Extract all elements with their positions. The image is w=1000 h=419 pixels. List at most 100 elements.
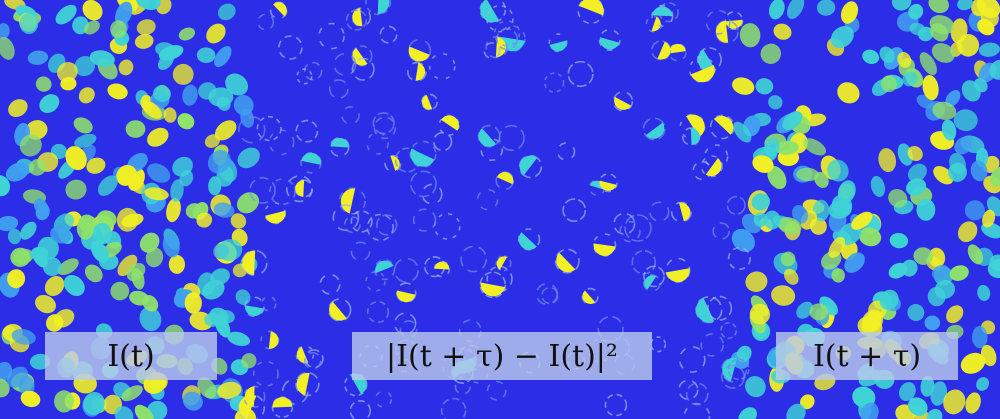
cell [760,43,782,64]
cell [214,46,232,68]
cell-difference-half [556,252,576,273]
cell-outline [243,385,266,408]
cell [237,147,260,169]
cell-difference-half [518,232,537,250]
cell [0,175,11,197]
cell-outline [421,183,443,205]
cell [827,159,849,182]
cell-outline [670,201,692,223]
cell-difference-half [272,397,293,408]
cell [0,23,10,40]
cell [931,264,949,280]
cell [7,366,28,388]
cell [206,23,226,44]
cell [115,1,133,26]
cell [957,0,973,11]
cell-outline [303,351,322,370]
cell-outline [344,373,368,397]
cell [738,407,757,419]
cell [134,33,154,49]
cell [809,303,828,321]
cell-outline [351,7,372,28]
cell [775,140,799,155]
cell [74,56,96,77]
cell [145,247,164,268]
cell [117,254,138,277]
cell [27,50,49,65]
cell [796,301,814,319]
cell-outline [428,53,456,80]
cell-outline [642,274,661,292]
cell-outline [432,131,453,152]
cell [65,179,87,200]
cell-outline [649,201,670,222]
cell [20,221,37,240]
cell [840,1,859,24]
cell-outline [685,382,709,406]
cell [953,109,978,132]
cell [19,12,39,34]
cell-outline [406,61,427,82]
cell [179,169,194,187]
cell-difference-half [478,128,497,147]
cell [0,216,19,231]
cell [157,52,175,70]
cell [110,281,130,301]
cell [948,162,967,182]
cell-difference-half [697,49,716,72]
cell [749,303,771,325]
cell [60,76,77,91]
cell [773,23,792,40]
cell-outline [727,358,750,381]
cell-outline [493,20,521,47]
cell [771,285,796,306]
cell [977,284,991,301]
cell [787,0,805,20]
cell [978,42,1000,57]
cell [217,239,243,262]
cell [932,101,957,120]
cell-outline [350,241,371,262]
cell-outline [678,379,699,400]
cell [216,96,231,111]
cell-outline [683,402,711,419]
cell-difference-half [705,158,722,177]
cell-outline [373,116,397,140]
cell [135,0,161,10]
cell [924,315,941,331]
cell-outline [350,210,373,233]
cell-outline [303,61,323,81]
cell-outline [412,208,437,232]
cell [755,78,774,95]
cell-outline [345,9,368,31]
cell [217,3,236,21]
cell-outline [281,378,309,406]
cell-difference-half [415,62,426,81]
cell-difference-half [666,268,690,283]
cell-outline [394,312,417,335]
cell-outline [577,0,605,25]
cell-outline [554,248,580,274]
cell-difference-half [273,2,287,17]
cell [941,119,957,141]
cell-outline [365,270,386,292]
cell-difference-half [652,6,673,17]
cell [118,59,134,76]
cell-difference-half [599,37,620,50]
cell-outline [707,295,733,321]
cell-outline [372,112,395,135]
cell-difference-half [410,148,435,167]
cell [764,137,780,157]
cell [831,268,845,283]
cell [147,127,169,147]
cell-outline [678,346,706,373]
cell-difference-half [377,0,390,15]
cell-outline [604,393,628,417]
cell-outline [724,11,744,31]
cell [44,275,65,297]
cell [116,164,137,186]
cell-outline [304,349,324,369]
cell-outline [338,187,367,215]
cell-outline [567,60,594,88]
